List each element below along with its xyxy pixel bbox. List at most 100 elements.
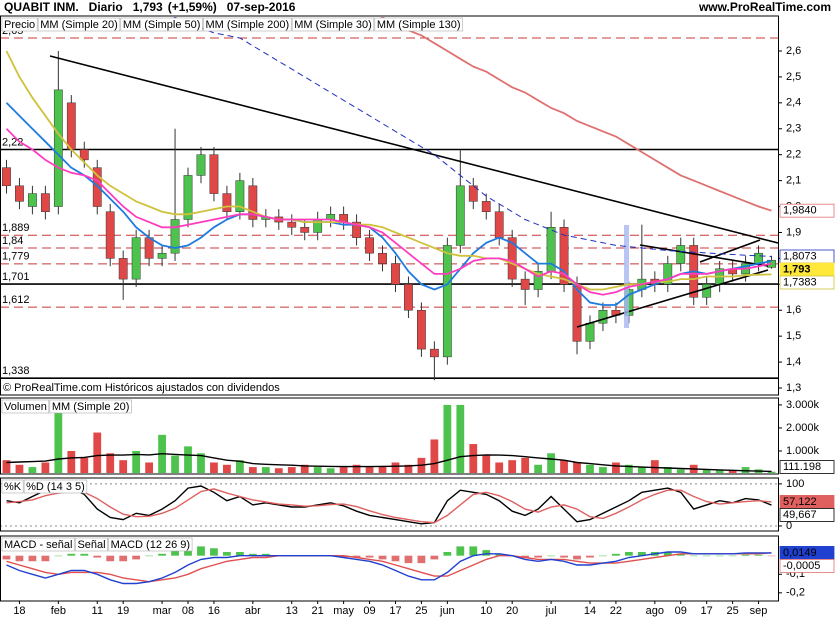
bar [702, 555, 711, 557]
candle-body [598, 309, 608, 324]
header-title: QUABIT INM. Diario 1,793 (+1,59%) 07-sep-201… [4, 0, 296, 14]
legend-box [37, 17, 121, 32]
legend-entry: MM (Simple 20) [40, 19, 118, 31]
level-label: 1,338 [2, 365, 30, 377]
bar [378, 555, 387, 560]
legend-box [291, 17, 375, 32]
bar [171, 455, 179, 473]
candle-body [455, 185, 465, 246]
bar [223, 464, 231, 473]
x-tick-label: jul [545, 605, 557, 617]
legend-entry: Precio [4, 19, 35, 31]
y-tick-label: 2.000k [786, 422, 820, 434]
legend-box [108, 537, 193, 552]
candle-body [15, 185, 24, 202]
bar [728, 470, 737, 473]
x-tick-label: jun [439, 605, 455, 617]
bar [15, 555, 24, 562]
candle-body [585, 322, 595, 342]
y-tick-label: 1,3 [786, 382, 801, 394]
level-label: 1,889 [2, 222, 30, 234]
trend-line [699, 239, 761, 263]
bar [767, 471, 776, 473]
bar [482, 455, 491, 473]
bar [637, 551, 646, 556]
candle-body [520, 278, 530, 290]
bar [184, 446, 192, 473]
bar [210, 462, 218, 473]
legend-box [1, 537, 75, 552]
legend-box [1, 479, 24, 494]
legend-entry: %K [4, 481, 22, 493]
bar [391, 555, 400, 562]
bar [689, 555, 698, 557]
bar [650, 460, 659, 473]
legend-box [49, 399, 132, 414]
candle-body [676, 245, 686, 264]
bar [573, 555, 581, 560]
bar [586, 464, 594, 473]
x-tick-label: 09 [675, 605, 687, 617]
date: 07-sep-2016 [227, 0, 296, 14]
bar [119, 555, 128, 562]
bar [430, 439, 439, 473]
candle-body [66, 102, 76, 150]
bar [715, 470, 724, 473]
legend-box [1, 399, 50, 414]
x-tick-label: may [333, 605, 354, 617]
x-tick-label: 16 [208, 605, 220, 617]
y-tick-label: 1,5 [786, 330, 801, 342]
bar [352, 555, 361, 558]
bar [274, 468, 283, 473]
candle-body [28, 193, 37, 207]
legend-box [75, 537, 108, 552]
bar [560, 555, 568, 558]
bar [67, 450, 76, 473]
bar [235, 460, 244, 473]
legend-box [120, 17, 203, 32]
y-tick-label: 2,5 [786, 71, 801, 83]
last-price: 1,793 [133, 0, 163, 14]
candle-body [157, 252, 167, 259]
y-tick-label: 100 [786, 478, 804, 490]
legend-entry: %D (14 3 5) [26, 481, 85, 493]
bar [404, 464, 413, 473]
moving-average [173, 17, 772, 257]
bar [430, 555, 439, 560]
annotation-bg [1, 382, 281, 394]
y-tick-label: 1.000k [786, 445, 820, 457]
bar [573, 462, 581, 473]
legend-entry: Volumen [4, 401, 47, 413]
candle-body [404, 284, 413, 311]
bar [676, 469, 685, 473]
change: (+1,59%) [168, 0, 217, 14]
legend-entry: MACD - señal [4, 539, 72, 551]
bar [197, 453, 205, 473]
candle-body [378, 252, 387, 264]
bar [352, 464, 361, 473]
bar [119, 460, 128, 473]
x-tick-label: abr [245, 605, 261, 617]
candle-body [144, 237, 154, 259]
bar [443, 551, 452, 556]
bar [495, 462, 504, 473]
bar [586, 555, 594, 558]
candle-body [2, 167, 11, 187]
bar [663, 551, 672, 556]
candle-body [287, 221, 297, 228]
instrument: QUABIT INM. [4, 0, 79, 14]
bar [106, 453, 115, 473]
bar [482, 550, 491, 556]
series-line [6, 551, 772, 585]
bar [2, 555, 11, 560]
candle-body [300, 227, 310, 233]
bar [339, 467, 348, 473]
bar [171, 550, 179, 556]
bar [676, 553, 685, 556]
value-label: 1,9840 [783, 205, 817, 217]
moving-average [5, 128, 772, 296]
bar [197, 546, 205, 556]
legend-entry: Señal [77, 539, 105, 551]
candle-body [391, 263, 400, 285]
